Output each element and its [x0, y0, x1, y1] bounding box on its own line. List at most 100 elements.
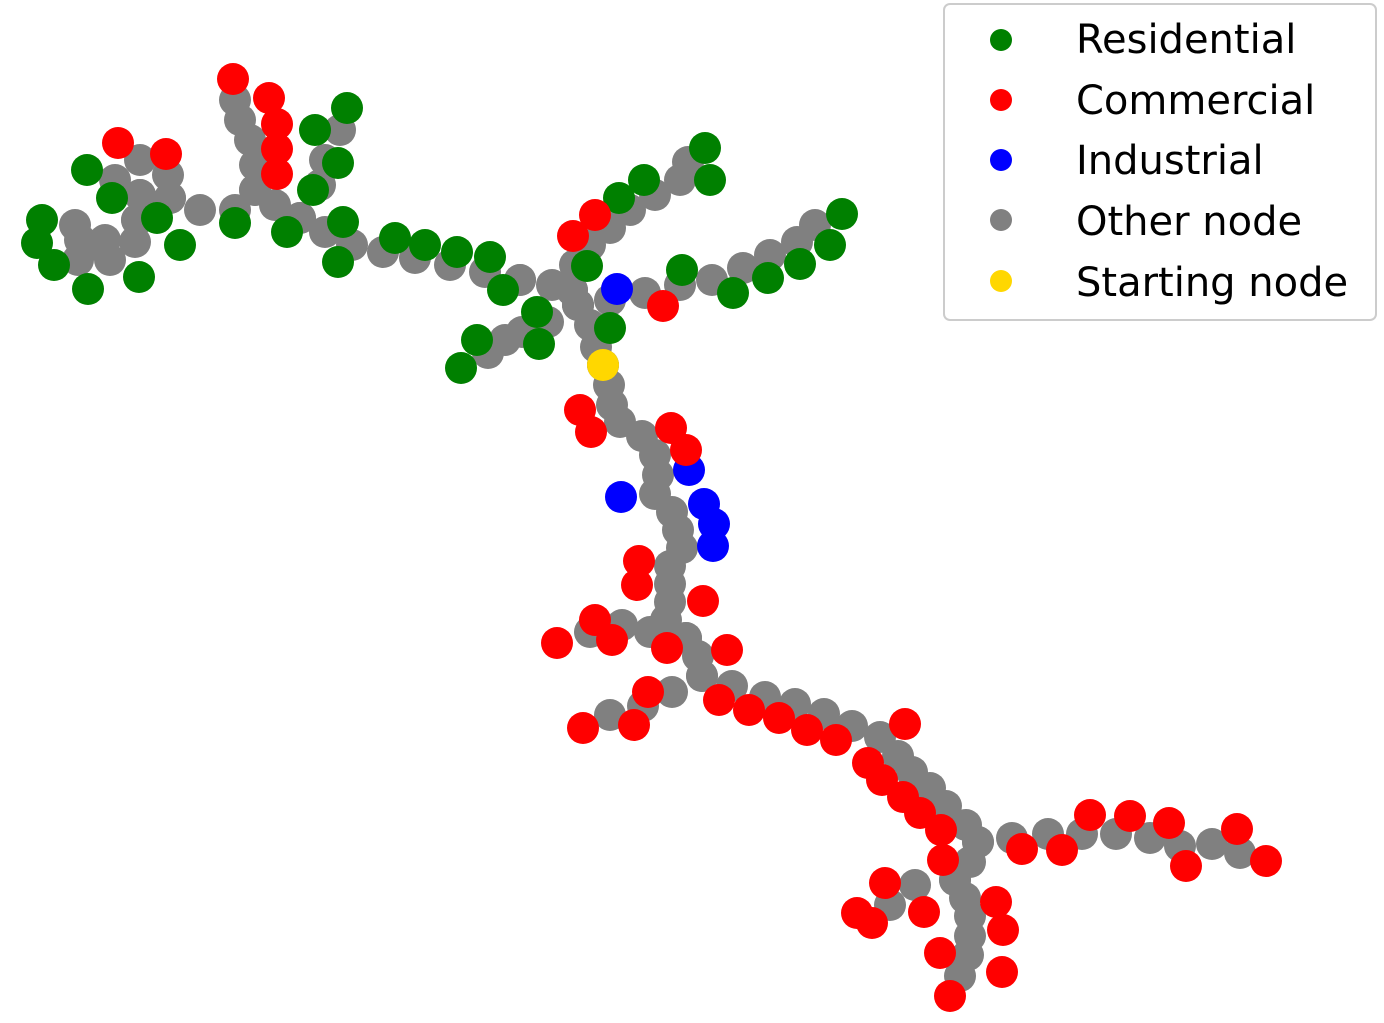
other-node — [754, 239, 786, 271]
commercial-node — [927, 844, 959, 876]
other-node — [656, 676, 688, 708]
commercial-node — [1074, 799, 1106, 831]
commercial-node — [596, 624, 628, 656]
other-node — [962, 826, 994, 858]
other-node — [1224, 837, 1256, 869]
industrial-node — [601, 273, 633, 305]
residential-node — [38, 249, 70, 281]
commercial-node — [925, 814, 957, 846]
other-node — [930, 790, 962, 822]
other-node — [89, 224, 121, 256]
commercial-node — [1006, 833, 1038, 865]
other-node — [686, 660, 718, 692]
other-node — [562, 289, 594, 321]
residential-node — [379, 222, 411, 254]
graph-nodes — [21, 63, 1282, 1012]
commercial-node — [820, 724, 852, 756]
residential-node — [299, 114, 331, 146]
other-node — [899, 869, 931, 901]
legend-label-other: Other node — [1076, 199, 1302, 245]
commercial-node — [856, 907, 888, 939]
commercial-node — [986, 956, 1018, 988]
residential-node — [594, 312, 626, 344]
legend-marker-residential — [990, 29, 1012, 51]
commercial-node — [1153, 807, 1185, 839]
residential-node — [694, 164, 726, 196]
commercial-node — [579, 199, 611, 231]
residential-node — [123, 261, 155, 293]
commercial-node — [623, 545, 655, 577]
other-node — [62, 244, 94, 276]
residential-node — [71, 154, 103, 186]
residential-node — [72, 273, 104, 305]
commercial-node — [791, 714, 823, 746]
commercial-node — [261, 158, 293, 190]
residential-node — [96, 182, 128, 214]
legend-label-industrial: Industrial — [1076, 138, 1264, 184]
commercial-node — [253, 82, 285, 114]
residential-node — [523, 328, 555, 360]
commercial-node — [1250, 845, 1282, 877]
residential-node — [322, 246, 354, 278]
commercial-node — [703, 684, 735, 716]
residential-node — [461, 324, 493, 356]
residential-node — [445, 352, 477, 384]
residential-node — [628, 164, 660, 196]
commercial-node — [217, 63, 249, 95]
residential-node — [784, 248, 816, 280]
residential-node — [487, 274, 519, 306]
residential-node — [164, 229, 196, 261]
residential-node — [331, 92, 363, 124]
commercial-node — [1046, 834, 1078, 866]
residential-node — [409, 229, 441, 261]
legend-label-residential: Residential — [1076, 17, 1296, 63]
commercial-node — [869, 867, 901, 899]
other-node — [124, 179, 156, 211]
legend: Residential Commercial Industrial Other … — [943, 3, 1377, 321]
commercial-node — [670, 434, 702, 466]
commercial-node — [618, 709, 650, 741]
residential-node — [219, 207, 251, 239]
commercial-node — [687, 585, 719, 617]
commercial-node — [1221, 813, 1253, 845]
other-node — [594, 699, 626, 731]
legend-box — [943, 3, 1377, 321]
other-node — [239, 174, 271, 206]
residential-node — [717, 277, 749, 309]
commercial-node — [934, 980, 966, 1012]
residential-node — [571, 250, 603, 282]
other-node — [1196, 828, 1228, 860]
commercial-node — [102, 127, 134, 159]
legend-marker-start — [990, 270, 1012, 292]
commercial-node — [987, 914, 1019, 946]
commercial-node — [150, 138, 182, 170]
residential-node — [814, 229, 846, 261]
commercial-node — [261, 133, 293, 165]
industrial-node — [605, 481, 637, 513]
commercial-node — [621, 569, 653, 601]
industrial-node — [697, 530, 729, 562]
commercial-node — [924, 937, 956, 969]
residential-node — [689, 132, 721, 164]
residential-node — [21, 227, 53, 259]
residential-node — [441, 236, 473, 268]
commercial-node — [711, 634, 743, 666]
commercial-node — [567, 712, 599, 744]
residential-node — [826, 198, 858, 230]
commercial-node — [1114, 800, 1146, 832]
commercial-node — [632, 676, 664, 708]
other-node — [124, 144, 156, 176]
commercial-node — [541, 627, 573, 659]
residential-node — [474, 241, 506, 273]
legend-marker-commercial — [990, 89, 1012, 111]
commercial-node — [261, 108, 293, 140]
commercial-node — [1170, 850, 1202, 882]
residential-node — [327, 206, 359, 238]
residential-node — [521, 296, 553, 328]
legend-label-commercial: Commercial — [1076, 78, 1315, 124]
other-node — [184, 194, 216, 226]
residential-node — [322, 147, 354, 179]
legend-label-start: Starting node — [1076, 260, 1348, 306]
commercial-node — [980, 886, 1012, 918]
